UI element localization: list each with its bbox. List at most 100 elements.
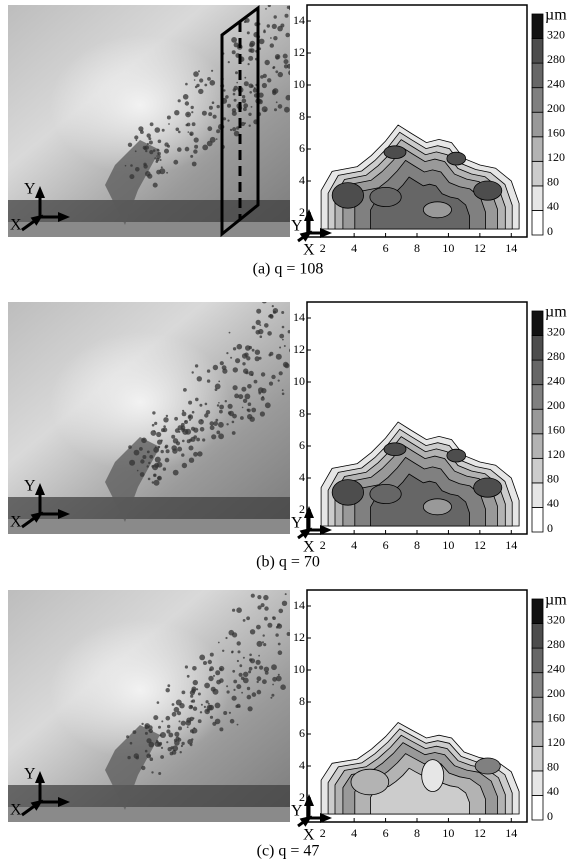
droplet bbox=[238, 394, 243, 399]
droplet bbox=[244, 122, 246, 124]
droplet bbox=[189, 132, 193, 136]
droplet bbox=[251, 594, 255, 598]
droplet bbox=[222, 650, 224, 652]
contour-core bbox=[447, 449, 466, 462]
droplet bbox=[161, 440, 163, 442]
droplet bbox=[174, 732, 179, 737]
colorbar-bin bbox=[532, 599, 543, 624]
colorbar-bin bbox=[532, 409, 543, 434]
colorbar-bin bbox=[532, 771, 543, 796]
droplet bbox=[178, 726, 182, 730]
droplet bbox=[178, 99, 181, 102]
droplet bbox=[133, 730, 137, 734]
x-tick-label: 14 bbox=[505, 241, 517, 255]
droplet bbox=[181, 453, 184, 456]
droplet bbox=[141, 766, 145, 770]
photo-y-label: Y bbox=[24, 181, 36, 198]
droplet bbox=[202, 145, 208, 151]
droplet bbox=[255, 330, 260, 335]
droplet bbox=[191, 111, 193, 113]
colorbar-bin bbox=[532, 746, 543, 771]
droplet bbox=[213, 421, 218, 426]
droplet bbox=[157, 476, 162, 481]
droplet bbox=[163, 467, 166, 470]
droplet bbox=[210, 716, 213, 719]
contour-core bbox=[351, 769, 389, 795]
droplet bbox=[252, 692, 257, 697]
droplet bbox=[172, 712, 177, 717]
colorbar-label: 280 bbox=[547, 637, 565, 651]
droplet bbox=[233, 385, 238, 390]
droplet bbox=[257, 595, 261, 599]
droplet bbox=[192, 411, 195, 414]
droplet bbox=[163, 425, 166, 428]
droplet bbox=[151, 771, 153, 773]
droplet bbox=[282, 389, 284, 391]
droplet bbox=[233, 680, 237, 684]
contour-core bbox=[474, 478, 502, 497]
droplet bbox=[198, 693, 201, 696]
droplet bbox=[258, 655, 260, 657]
droplet bbox=[278, 104, 283, 109]
photo-content bbox=[8, 571, 301, 822]
droplet bbox=[143, 164, 147, 168]
droplet bbox=[173, 160, 178, 165]
contour-core bbox=[384, 146, 406, 159]
droplet bbox=[140, 459, 144, 463]
droplet bbox=[284, 59, 289, 64]
droplet bbox=[151, 430, 157, 436]
colorbar-label: 240 bbox=[547, 373, 565, 387]
colorbar-bin bbox=[532, 311, 543, 336]
colorbar-label: 320 bbox=[547, 27, 565, 41]
droplet bbox=[213, 365, 218, 370]
droplet bbox=[212, 722, 216, 726]
colorbar-label: 280 bbox=[547, 52, 565, 66]
contour-core bbox=[474, 181, 502, 200]
droplet bbox=[161, 166, 163, 168]
droplet bbox=[142, 455, 146, 459]
plot-y-label: Y bbox=[291, 218, 303, 235]
droplet bbox=[257, 641, 263, 647]
colorbar-bin bbox=[532, 795, 543, 820]
y-tick-label: 2 bbox=[299, 790, 305, 804]
droplet bbox=[249, 658, 252, 661]
droplet bbox=[223, 89, 225, 91]
droplet bbox=[217, 404, 219, 406]
droplet bbox=[156, 741, 159, 744]
droplet bbox=[199, 404, 202, 407]
colorbar-label: 320 bbox=[547, 612, 565, 626]
droplet bbox=[209, 669, 212, 672]
droplet bbox=[176, 736, 180, 740]
droplet bbox=[225, 95, 229, 99]
droplet bbox=[201, 704, 203, 706]
droplet bbox=[257, 690, 262, 695]
droplet bbox=[128, 143, 132, 147]
droplet bbox=[298, 299, 304, 305]
droplet bbox=[275, 633, 278, 636]
droplet bbox=[294, 62, 298, 66]
ground bbox=[8, 497, 290, 519]
contour-core bbox=[423, 499, 451, 515]
droplet bbox=[193, 452, 198, 457]
droplet bbox=[162, 129, 165, 132]
plot-y-label: Y bbox=[291, 803, 303, 820]
x-tick-label: 8 bbox=[414, 826, 420, 840]
droplet bbox=[242, 99, 247, 104]
droplet bbox=[239, 673, 243, 677]
droplet bbox=[232, 431, 236, 435]
droplet bbox=[165, 446, 168, 449]
droplet bbox=[147, 143, 149, 145]
colorbar-bin bbox=[532, 161, 543, 186]
droplet bbox=[146, 738, 151, 743]
droplet bbox=[176, 128, 180, 132]
droplet bbox=[257, 676, 262, 681]
droplet bbox=[175, 428, 180, 433]
droplet bbox=[127, 756, 130, 759]
droplet bbox=[191, 427, 195, 431]
colorbar: 04080120160200240280320µm bbox=[532, 592, 567, 823]
droplet bbox=[181, 721, 186, 726]
droplet bbox=[213, 115, 217, 119]
droplet bbox=[203, 661, 207, 665]
droplet bbox=[226, 423, 228, 425]
colorbar-label: 80 bbox=[547, 472, 559, 486]
